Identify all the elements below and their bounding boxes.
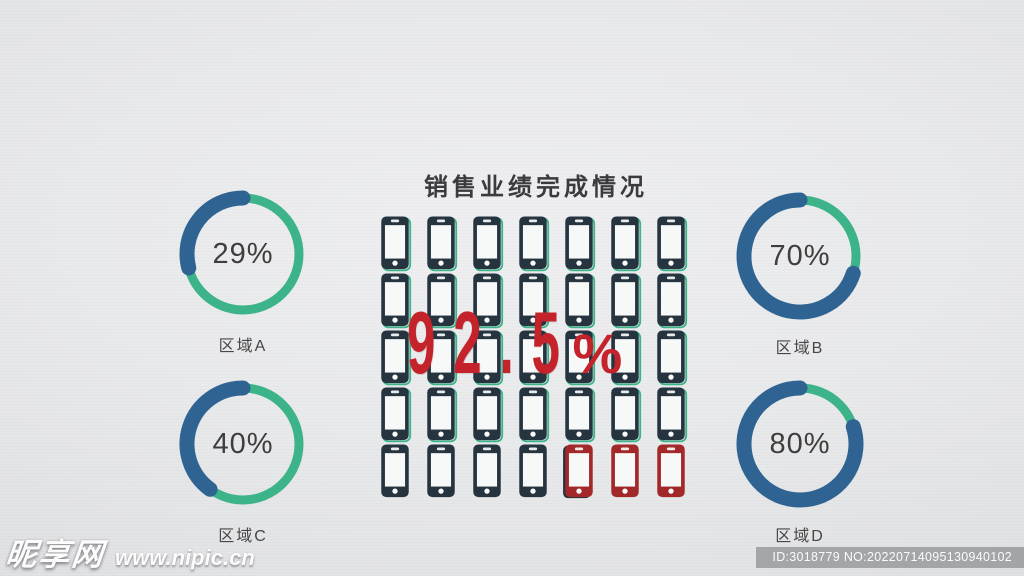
smartphone-icon (426, 273, 458, 329)
region-widget-a: 29% 区域A (168, 184, 318, 356)
smartphone-icon (564, 216, 596, 272)
donut-progress-arc (179, 190, 251, 276)
region-widget-c: 40% 区域C (168, 374, 318, 546)
donut-progress-arc (179, 380, 251, 497)
image-id-bar: ID:3018779 NO:20220714095130940102 (756, 547, 1024, 568)
smartphone-icon (656, 216, 688, 272)
region-widget-b: 70% 区域B (725, 186, 875, 358)
smartphone-icon (564, 330, 596, 386)
smartphone-icon (564, 273, 596, 329)
smartphone-icon (380, 330, 412, 386)
smartphone-icon (610, 387, 642, 443)
overall-percent-sign: % (572, 322, 623, 385)
smartphone-icon (518, 273, 550, 329)
region-label: 区域B (775, 340, 825, 357)
watermark: 昵享网 www.nipic.cn (3, 529, 255, 574)
smartphone-icon (656, 387, 688, 443)
donut-chart-b (736, 192, 861, 320)
smartphone-icon (426, 216, 458, 272)
watermark-logo-text: 昵享网 (3, 537, 107, 572)
watermark-url: www.nipic.cn (115, 545, 255, 570)
donut-chart-a (179, 190, 304, 315)
smartphone-icon (656, 330, 688, 386)
smartphone-icon (518, 387, 550, 443)
region-label: 区域A (218, 338, 268, 355)
overall-completion: 92.5 % (407, 299, 622, 387)
smartphone-icon (472, 216, 504, 272)
smartphone-icon (518, 216, 550, 272)
donut-chart-d (736, 380, 864, 508)
phone-pictogram-grid (380, 216, 688, 499)
region-widget-d: 80% 区域D (725, 374, 875, 546)
region-percent-value: 80% (769, 427, 831, 460)
smartphone-icon (656, 273, 688, 329)
smartphone-icon (610, 273, 642, 329)
smartphone-icon (610, 216, 642, 272)
overall-value: 92.5 (407, 293, 578, 392)
smartphone-icon (518, 330, 550, 386)
smartphone-icon (380, 387, 412, 443)
smartphone-icon (380, 216, 412, 272)
smartphone-icon (472, 273, 504, 329)
region-percent-value: 29% (212, 237, 274, 270)
smartphone-icon (472, 444, 502, 498)
smartphone-icon (426, 444, 456, 498)
smartphone-icon (563, 444, 594, 499)
region-percent-value: 40% (212, 427, 274, 460)
smartphone-icon (610, 330, 642, 386)
smartphone-icon (426, 387, 458, 443)
page-title: 销售业绩完成情况 (424, 174, 648, 201)
smartphone-icon (472, 330, 504, 386)
region-label: 区域C (218, 528, 268, 545)
donut-progress-arc (736, 192, 861, 320)
smartphone-icon (380, 444, 410, 498)
smartphone-icon (564, 387, 596, 443)
smartphone-icon (518, 444, 548, 498)
smartphone-icon (656, 444, 686, 498)
region-percent-value: 70% (769, 239, 831, 272)
region-label: 区域D (775, 528, 825, 545)
smartphone-icon (610, 444, 640, 498)
smartphone-icon (426, 330, 458, 386)
smartphone-icon (380, 273, 412, 329)
donut-chart-c (179, 380, 304, 505)
donut-progress-arc (736, 380, 864, 508)
smartphone-icon (472, 387, 504, 443)
